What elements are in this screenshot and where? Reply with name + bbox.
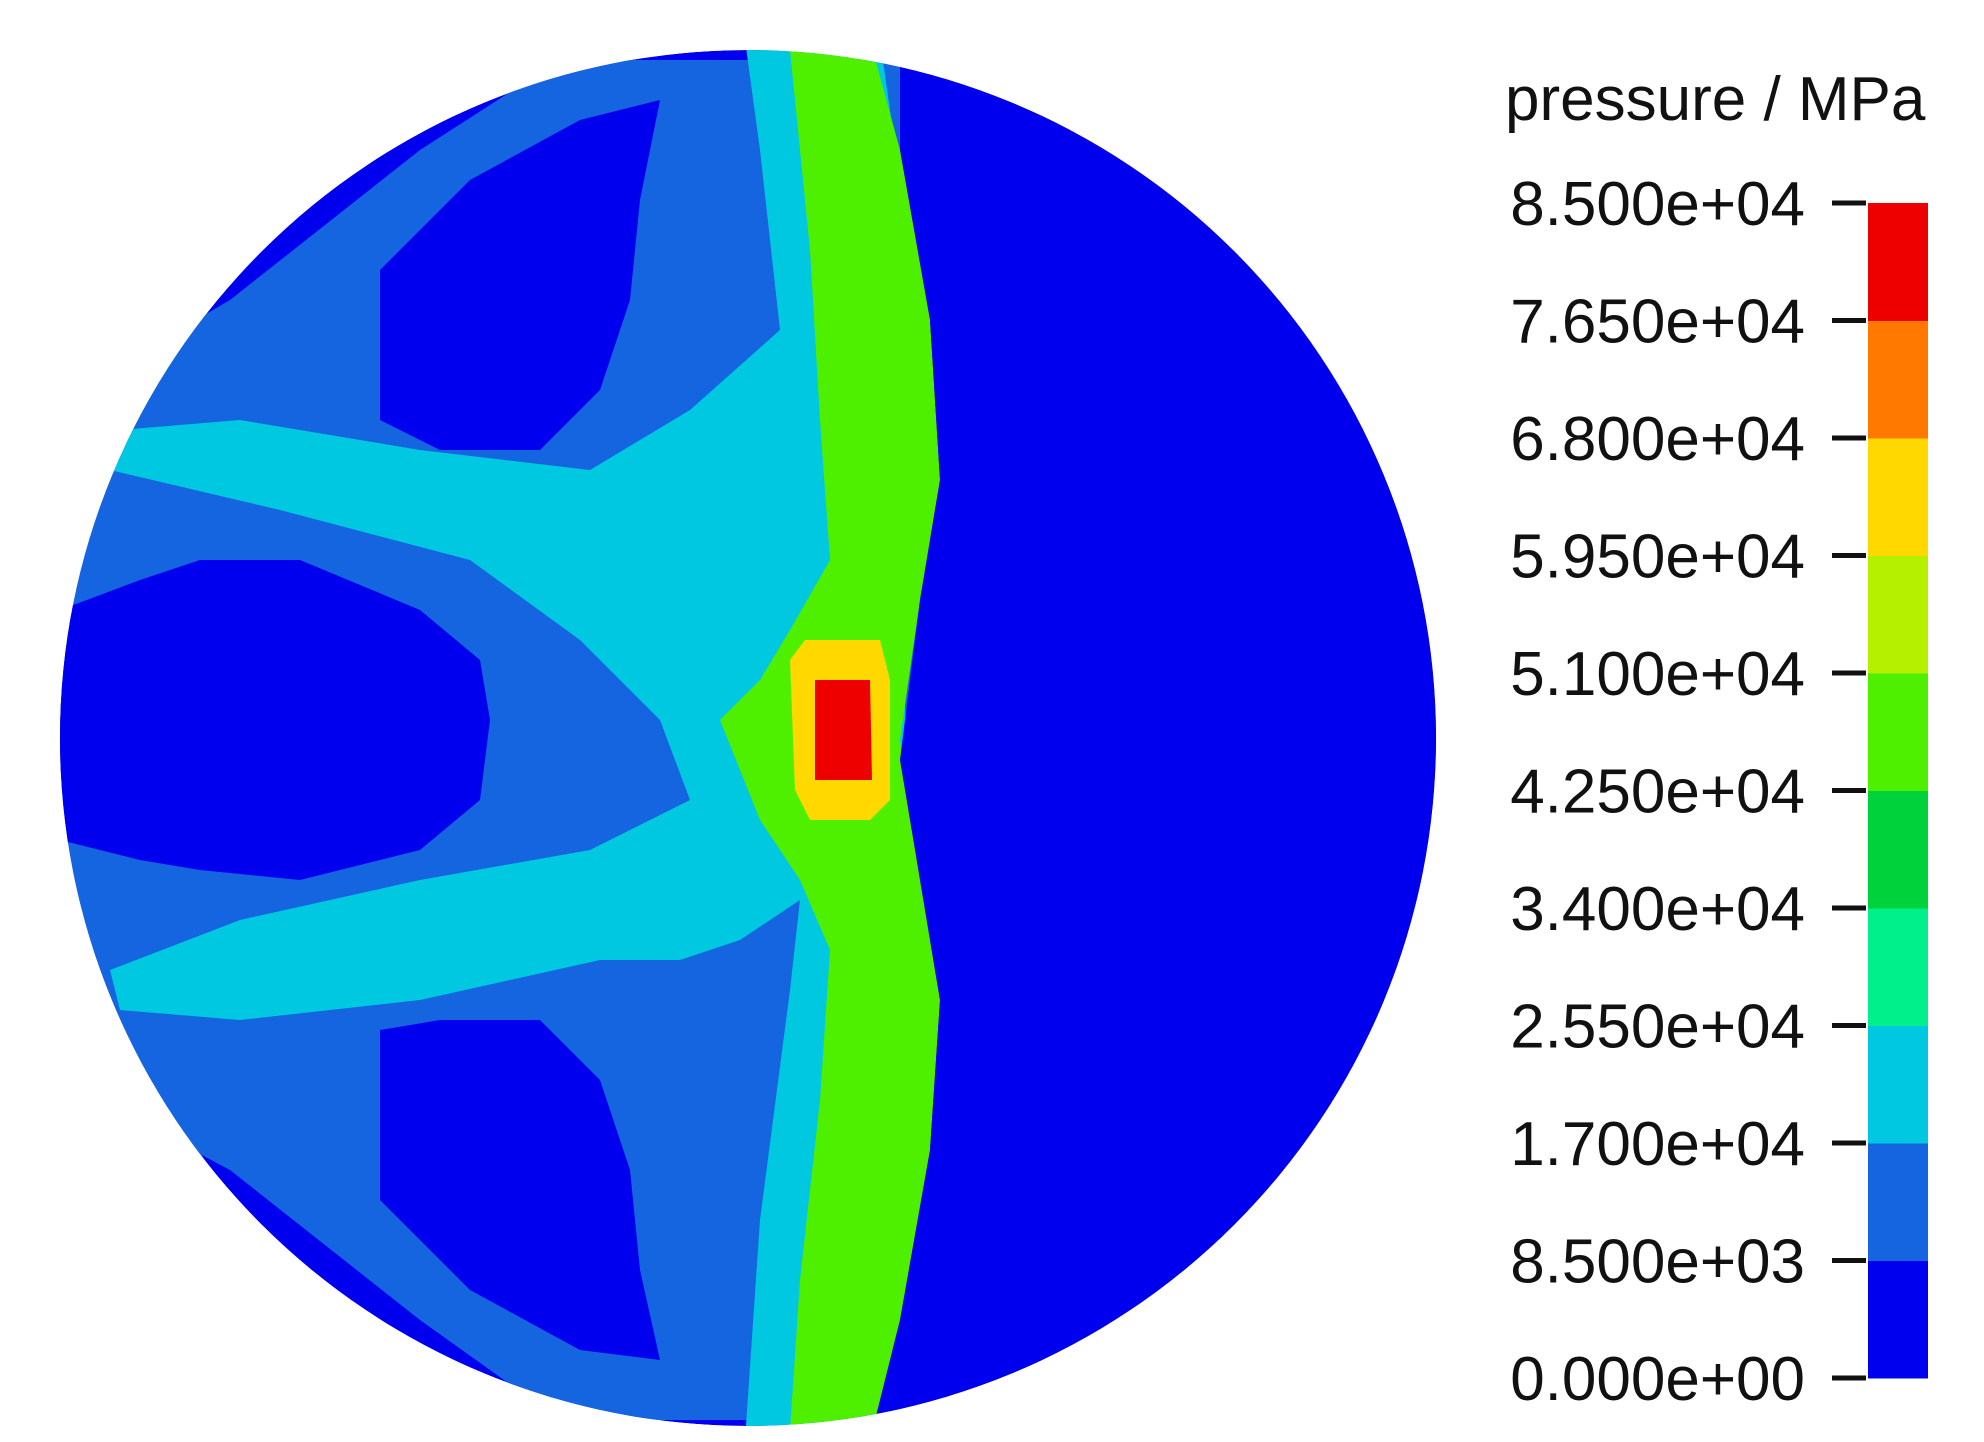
peak-core-region: [815, 680, 872, 780]
colorbar-tick-label: 1.700e+04: [1510, 1110, 1805, 1179]
colorbar-bin: [1868, 673, 1928, 791]
colorbar-tick-label: 8.500e+04: [1510, 170, 1805, 239]
colorbar-tick-label: 2.550e+04: [1510, 993, 1805, 1062]
upper-dark-patch: [380, 100, 660, 450]
right-half-region: [870, 50, 1436, 1426]
colorbar-bin: [1868, 1025, 1928, 1144]
colorbar-tick-label: 6.800e+04: [1510, 405, 1805, 474]
colorbar-tick-label: 7.650e+04: [1510, 288, 1805, 357]
colorbar-bin: [1868, 790, 1928, 909]
colorbar-bin: [1868, 555, 1928, 674]
contour-field: [60, 50, 1436, 1426]
colorbar-bin: [1868, 203, 1928, 321]
colorbar-tick-label: 0.000e+00: [1510, 1345, 1805, 1414]
colorbar-bins: [1868, 203, 1928, 1379]
lower-dark-patch: [380, 1020, 660, 1360]
colorbar-title: pressure / MPa: [1505, 65, 1926, 134]
colorbar-tick-label: 3.400e+04: [1510, 875, 1805, 944]
colorbar-bin: [1868, 320, 1928, 439]
colorbar-bin: [1868, 1260, 1928, 1379]
colorbar-tick-label: 5.100e+04: [1510, 640, 1805, 709]
colorbar-bin: [1868, 908, 1928, 1026]
colorbar-tick-label: 4.250e+04: [1510, 758, 1805, 827]
colorbar-bin: [1868, 438, 1928, 556]
colorbar-tick-label: 5.950e+04: [1510, 523, 1805, 592]
colorbar: pressure / MPa 0.000e+00 8.500e+03 1.700e+…: [1505, 65, 1928, 1414]
left-core-region: [60, 560, 490, 880]
colorbar-ticks: 0.000e+00 8.500e+03 1.700e+04 2.550e+04 3.40…: [1510, 170, 1866, 1414]
colorbar-tick-label: 8.500e+03: [1510, 1228, 1805, 1297]
colorbar-bin: [1868, 1143, 1928, 1261]
